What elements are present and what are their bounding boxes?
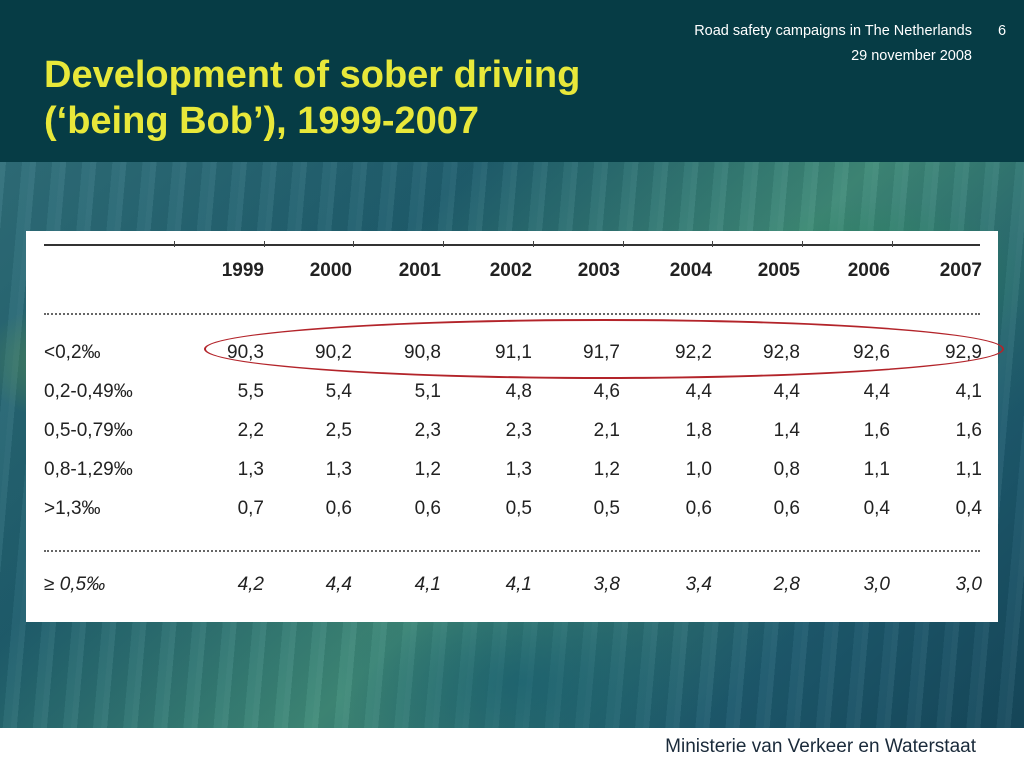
table-row: >1,3‰ 0,7 0,6 0,6 0,5 0,5 0,6 0,6 0,4 0,4 bbox=[26, 494, 998, 524]
table-cell: 0,6 bbox=[414, 498, 441, 519]
table-cell: 2,5 bbox=[325, 420, 352, 441]
table-cell: 1,6 bbox=[863, 420, 890, 441]
row-label: <0,2‰ bbox=[44, 342, 101, 363]
table-cell: 4,1 bbox=[955, 381, 982, 402]
table-row: 0,5-0,79‰ 2,2 2,5 2,3 2,3 2,1 1,8 1,4 1,6 1,6 bbox=[26, 416, 998, 446]
table-column-tick bbox=[443, 241, 444, 247]
table-column-tick bbox=[623, 241, 624, 247]
table-cell: 1,2 bbox=[593, 459, 620, 480]
table-cell: 4,1 bbox=[505, 574, 532, 595]
table-cell: 2,2 bbox=[237, 420, 264, 441]
table-cell: 0,8 bbox=[773, 459, 800, 480]
slide-footer bbox=[0, 728, 1024, 768]
table-cell: 2,1 bbox=[593, 420, 620, 441]
table-cell: 1,2 bbox=[414, 459, 441, 480]
table-cell: 4,4 bbox=[863, 381, 890, 402]
table-cell: 1,3 bbox=[237, 459, 264, 480]
table-cell: 0,6 bbox=[773, 498, 800, 519]
table-column-tick bbox=[533, 241, 534, 247]
table-cell: 0,4 bbox=[863, 498, 890, 519]
data-table: 1999 2000 2001 2002 2003 2004 2005 2006 2007 <0,2… bbox=[26, 231, 1004, 622]
table-cell: 0,6 bbox=[685, 498, 712, 519]
column-header: 2001 bbox=[398, 260, 441, 281]
table-cell: 4,2 bbox=[237, 574, 264, 595]
table-column-tick bbox=[892, 241, 893, 247]
table-cell: 1,1 bbox=[863, 459, 890, 480]
table-cell: 1,8 bbox=[685, 420, 712, 441]
row-label: 0,2-0,49‰ bbox=[44, 381, 133, 402]
table-cell: 1,3 bbox=[325, 459, 352, 480]
table-cell: 4,4 bbox=[773, 381, 800, 402]
column-header: 2006 bbox=[847, 260, 890, 281]
table-column-tick bbox=[802, 241, 803, 247]
table-cell: 1,1 bbox=[955, 459, 982, 480]
table-total-row: ≥ 0,5‰ 4,2 4,4 4,1 4,1 3,8 3,4 2,8 3,0 3,0 bbox=[26, 570, 998, 600]
table-cell: 3,8 bbox=[593, 574, 620, 595]
table-cell: 2,3 bbox=[414, 420, 441, 441]
slide-title-line-2: (‘being Bob’), 1999-2007 bbox=[44, 100, 480, 142]
table-column-tick bbox=[353, 241, 354, 247]
table-cell: 5,4 bbox=[325, 381, 352, 402]
row-label: >1,3‰ bbox=[44, 498, 101, 519]
table-top-rule bbox=[44, 244, 980, 246]
table-column-tick bbox=[712, 241, 713, 247]
table-cell: 0,6 bbox=[325, 498, 352, 519]
table-cell: 4,4 bbox=[685, 381, 712, 402]
slide-meta: Road safety campaigns in The Netherlands… bbox=[694, 19, 972, 69]
presentation-date: 29 november 2008 bbox=[851, 48, 972, 64]
table-cell: 4,8 bbox=[505, 381, 532, 402]
table-header-row: 1999 2000 2001 2002 2003 2004 2005 2006 2007 bbox=[26, 256, 998, 286]
slide-title: Development of sober driving (‘being Bob… bbox=[44, 52, 580, 144]
table-row: 0,8-1,29‰ 1,3 1,3 1,2 1,3 1,2 1,0 0,8 1,1 1,1 bbox=[26, 455, 998, 485]
slide-number: 6 bbox=[998, 23, 1007, 39]
presentation-name: Road safety campaigns in The Netherlands bbox=[694, 23, 972, 39]
ministry-name: Ministerie van Verkeer en Waterstaat bbox=[665, 736, 976, 757]
table-cell: 1,4 bbox=[773, 420, 800, 441]
table-cell: 4,6 bbox=[593, 381, 620, 402]
highlight-oval bbox=[204, 319, 1004, 379]
table-cell: 0,4 bbox=[955, 498, 982, 519]
table-cell: 1,3 bbox=[505, 459, 532, 480]
table-divider bbox=[44, 313, 980, 315]
slide-title-line-1: Development of sober driving bbox=[44, 54, 581, 96]
table-cell: 2,8 bbox=[773, 574, 800, 595]
column-header: 2002 bbox=[489, 260, 532, 281]
table-cell: 3,4 bbox=[685, 574, 712, 595]
column-header: 1999 bbox=[221, 260, 264, 281]
column-header: 2003 bbox=[577, 260, 620, 281]
slide-header: Development of sober driving (‘being Bob… bbox=[0, 0, 1024, 162]
table-cell: 1,0 bbox=[685, 459, 712, 480]
row-label: 0,5-0,79‰ bbox=[44, 420, 133, 441]
table-cell: 1,6 bbox=[955, 420, 982, 441]
column-header: 2000 bbox=[309, 260, 352, 281]
column-header: 2004 bbox=[669, 260, 712, 281]
table-cell: 4,1 bbox=[414, 574, 441, 595]
table-cell: 0,5 bbox=[505, 498, 532, 519]
table-column-tick bbox=[174, 241, 175, 247]
table-cell: 3,0 bbox=[863, 574, 890, 595]
table-divider bbox=[44, 550, 980, 552]
table-cell: 3,0 bbox=[955, 574, 982, 595]
table-cell: 0,5 bbox=[593, 498, 620, 519]
column-header: 2007 bbox=[939, 260, 982, 281]
table-cell: 4,4 bbox=[325, 574, 352, 595]
table-cell: 2,3 bbox=[505, 420, 532, 441]
table-cell: 5,1 bbox=[414, 381, 441, 402]
table-column-tick bbox=[264, 241, 265, 247]
table-cell: 5,5 bbox=[237, 381, 264, 402]
table-cell: 0,7 bbox=[237, 498, 264, 519]
table-row: 0,2-0,49‰ 5,5 5,4 5,1 4,8 4,6 4,4 4,4 4,4 4,1 bbox=[26, 377, 998, 407]
row-label: ≥ 0,5‰ bbox=[44, 574, 106, 595]
column-header: 2005 bbox=[757, 260, 800, 281]
row-label: 0,8-1,29‰ bbox=[44, 459, 133, 480]
